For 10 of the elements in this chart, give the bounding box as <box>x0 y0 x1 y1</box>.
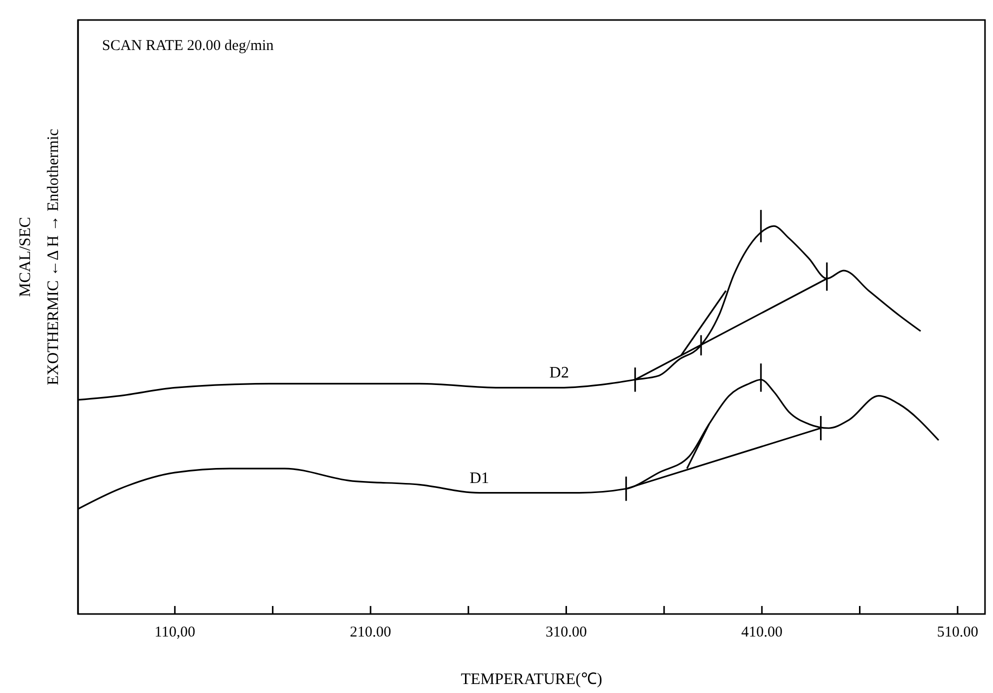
y-axis-title: MCAL/SEC EXOTHERMIC ←Δ H → Endothermic <box>17 128 62 386</box>
x-axis-title: TEMPERATURE(℃) <box>460 671 602 688</box>
x-tick-label: 210.00 <box>350 624 392 641</box>
x-tick-label: 410.00 <box>741 624 783 641</box>
x-tick-label: 310.00 <box>546 624 587 641</box>
x-tick-label: 110,00 <box>154 624 196 641</box>
series-label: D2 <box>549 364 569 382</box>
x-tick-label: 510.00 <box>936 624 978 641</box>
text: SCAN RATE 20.00 deg/min <box>102 38 274 54</box>
series-label: D1 <box>470 470 490 487</box>
